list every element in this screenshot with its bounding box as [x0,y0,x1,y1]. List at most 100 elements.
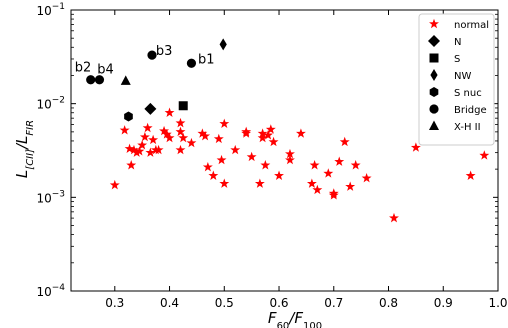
data-point-normal [410,142,421,152]
data-point-normal [328,190,339,200]
legend-label-x-h-ii: X-H II [454,122,481,133]
legend-label-s-nuc: S nuc [454,88,482,99]
data-point-normal [265,124,276,134]
data-point-normal [230,144,241,155]
data-point-normal [148,134,159,145]
data-point-normal [323,168,334,178]
annotation-label: b1 [198,52,215,67]
data-point-bridge [94,75,105,85]
legend-box [418,13,495,146]
x-axis-label: F60/F100 [268,309,322,328]
legend-label-normal: normal [454,20,489,31]
y-tick-label: 10−4 [36,283,65,299]
x-tick-label: 0.9 [434,296,453,310]
data-point-normal [161,129,172,139]
data-point-normal [334,156,345,166]
data-point-normal [131,147,142,157]
data-point-normal [153,144,164,155]
data-point-nw [219,38,227,51]
x-tick-label: 0.3 [105,296,124,310]
data-point-normal [465,170,476,180]
legend-label-nw: NW [454,71,471,82]
data-point-normal [263,130,274,140]
annotation-label: b3 [156,44,173,59]
annotation-label: b2 [75,61,92,76]
x-tick-label: 0.7 [324,296,343,310]
legend-marker-nw [430,69,438,81]
x-tick-label: 0.6 [269,296,288,310]
plot-area: b3 b1 b2 b4 [75,38,490,223]
data-point-normal [219,118,230,128]
data-point-normal [109,179,120,190]
data-point-normal [285,148,295,159]
x-tick-label: 0.5 [215,296,234,310]
data-point-normal [197,128,208,138]
plot-frame [70,9,499,292]
y-axis-label: L[CII]/LFIR [13,120,36,178]
data-point-normal [216,154,227,165]
data-point-normal [260,160,271,170]
y-tick-label: 10−1 [36,2,65,18]
data-point-normal [268,136,279,147]
data-point-normal [345,181,356,191]
data-point-n [144,102,157,115]
data-point-normal [139,131,150,142]
x-tick-label: 1.0 [488,296,507,310]
data-point-normal [219,178,230,188]
data-point-normal [257,132,268,143]
data-point-normal [312,184,323,195]
data-point-normal [159,125,170,136]
data-point-bridge [147,50,157,60]
data-point-normal [361,173,372,183]
data-point-normal [175,117,186,128]
data-point-bridge [186,58,197,68]
data-point-normal [479,150,490,160]
data-point-normal [134,146,145,156]
data-point-normal [213,133,224,144]
data-point-normal [200,130,211,141]
axes: 0.3 0.4 0.5 0.6 0.7 0.8 0.9 1.0 10−4 10−3 10−2 10−1 [36,2,507,310]
data-point-normal [285,154,295,165]
annotation-label: b4 [97,63,114,78]
data-point-normal [295,128,306,138]
data-point-normal [389,212,399,223]
x-tick-label: 0.8 [379,296,398,310]
legend-marker-s-nuc [429,87,439,97]
data-point-normal [175,126,186,137]
data-point-normal [309,160,320,170]
data-point-normal [202,161,213,172]
data-point-normal [306,178,317,188]
legend-label-bridge: Bridge [454,105,487,116]
legend-marker-normal [429,18,439,29]
data-point-normal [137,140,148,150]
data-point-normal [164,107,175,117]
data-point-normal [339,136,350,147]
data-point-normal [129,144,139,155]
x-tick-label: 0.4 [160,296,179,310]
data-point-bridge [86,75,96,85]
legend-marker-n [428,35,440,47]
data-point-x-h-ii [120,75,131,85]
data-point-normal [119,125,130,135]
data-point-normal [241,128,252,138]
data-point-normal [142,122,153,133]
data-point-normal [274,170,284,180]
legend-marker-s [429,53,439,63]
data-point-normal [145,147,156,157]
data-point-normal [124,143,135,153]
data-point-normal [246,151,257,162]
data-point-normal [254,178,265,188]
legend: normal NS NW S nuc Bridge X-H II [418,13,495,146]
data-point-s-nuc [124,111,133,122]
data-point-normal [350,160,361,170]
legend-label-s: S [454,54,460,65]
data-point-normal [178,132,189,143]
data-point-normal [208,170,219,180]
y-tick-label: 10−2 [36,96,65,112]
legend-label-n: N [454,37,461,48]
legend-marker-x-h-ii [429,120,439,130]
data-point-normal [126,160,137,170]
y-tick-label: 10−3 [36,189,65,205]
data-point-normal [186,137,197,148]
